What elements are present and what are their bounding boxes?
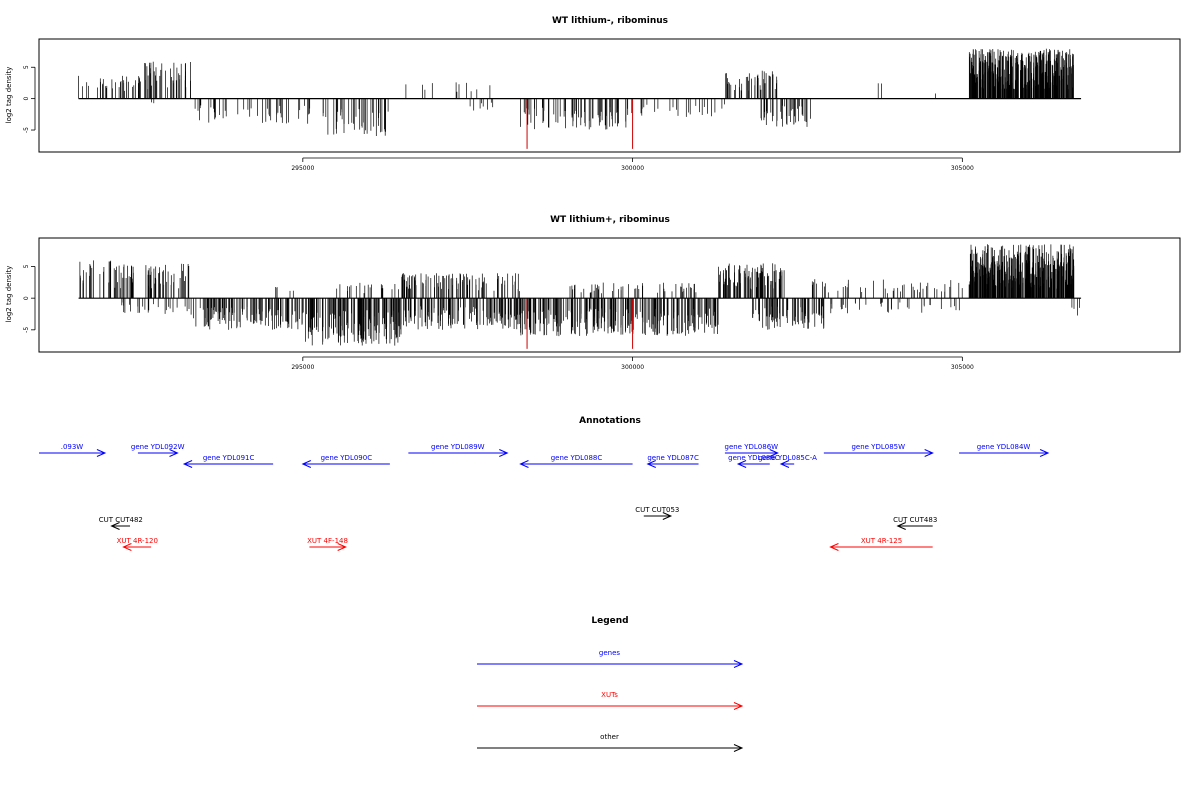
feature-label: gene YDL086C — [728, 454, 780, 462]
legend-items: genes XUTs other — [477, 649, 744, 752]
x-axis: 295000 300000 305000 — [291, 356, 974, 371]
x-tick-label: 295000 — [291, 364, 314, 371]
x-tick-label: 305000 — [951, 165, 974, 172]
y-axis: -5 0 5 — [23, 65, 36, 133]
legend: Legend genes XUTs other — [477, 616, 744, 752]
feature-arrowhead — [646, 460, 656, 468]
y-tick-label: -5 — [23, 327, 30, 333]
annotation-feature: gene YDL086C — [728, 454, 780, 468]
feature-label: CUT CUT053 — [635, 506, 679, 514]
annotation-feature: CUT CUT053 — [635, 506, 679, 520]
y-axis-label: log2 tag density — [5, 266, 13, 323]
feature-arrowhead — [519, 460, 529, 468]
feature-arrowhead — [736, 460, 747, 468]
track-panel-lithium-plus: WT lithium+, ribominus log2 tag density … — [5, 215, 1181, 371]
feature-label: XUT 4R-125 — [861, 537, 902, 545]
annotation-feature: gene YDL086W — [725, 443, 779, 457]
legend-arrowhead — [733, 702, 744, 710]
x-tick-label: 300000 — [621, 165, 644, 172]
feature-arrowhead — [1039, 449, 1050, 457]
feature-arrowhead — [662, 512, 673, 520]
feature-label: gene YDL085C-A — [758, 454, 817, 462]
signal-bars — [78, 48, 1074, 136]
annotation-feature: gene YDL087C — [646, 454, 699, 468]
feature-arrowhead — [924, 449, 934, 457]
legend-label: XUTs — [601, 691, 618, 699]
annotation-feature: CUT CUT483 — [893, 516, 937, 530]
y-tick-label: 0 — [23, 296, 30, 300]
y-tick-label: 5 — [23, 264, 30, 268]
feature-label: gene YDL091C — [203, 454, 255, 462]
legend-item: other — [477, 733, 744, 752]
feature-arrowhead — [96, 449, 107, 457]
legend-item: genes — [477, 649, 744, 668]
feature-arrowhead — [182, 460, 193, 468]
feature-arrowhead — [779, 460, 790, 468]
annotation-feature: gene YDL092W — [131, 443, 185, 457]
feature-arrowhead — [769, 449, 779, 457]
annotation-feature: CUT CUT482 — [99, 516, 143, 530]
x-tick-label: 300000 — [621, 364, 644, 371]
annotation-track: Annotations .093W gene YDL092W gene YDL091… — [39, 416, 1050, 551]
annotation-feature: .093W — [39, 443, 107, 457]
feature-label: gene YDL088C — [551, 454, 603, 462]
annotations-title: Annotations — [579, 416, 641, 426]
feature-arrowhead — [896, 522, 906, 530]
x-axis: 295000 300000 305000 — [291, 157, 974, 172]
legend-arrowhead — [733, 744, 744, 752]
feature-arrowhead — [829, 543, 839, 551]
annotation-feature: gene YDL085W — [823, 443, 934, 457]
feature-arrowhead — [169, 449, 179, 457]
annotation-feature: XUT 4R-125 — [829, 537, 933, 551]
annotation-feature: gene YDL088C — [519, 454, 633, 468]
feature-label: CUT CUT483 — [893, 516, 937, 524]
y-axis-label: log2 tag density — [5, 67, 13, 124]
feature-label: gene YDL092W — [131, 443, 185, 451]
y-tick-label: -5 — [23, 127, 30, 133]
signal-bars — [79, 244, 1080, 346]
feature-label: XUT 4R-120 — [117, 537, 158, 545]
panel-title: WT lithium+, ribominus — [550, 215, 670, 225]
feature-label: gene YDL084W — [977, 443, 1031, 451]
feature-label: gene YDL086W — [725, 443, 779, 451]
annotation-feature: gene YDL089W — [408, 443, 509, 457]
feature-label: XUT 4F-148 — [307, 537, 348, 545]
legend-title: Legend — [591, 616, 628, 626]
annotation-feature: gene YDL090C — [301, 454, 390, 468]
feature-label: gene YDL090C — [321, 454, 373, 462]
feature-label: gene YDL087C — [647, 454, 699, 462]
legend-item: XUTs — [477, 691, 744, 710]
highlight-bars — [526, 298, 634, 349]
annotation-feature: gene YDL085C-A — [758, 454, 817, 468]
annotation-feature: XUT 4R-120 — [117, 537, 158, 551]
annotation-feature: gene YDL091C — [182, 454, 274, 468]
plot-frame — [38, 237, 1181, 353]
y-tick-label: 5 — [23, 65, 30, 69]
legend-label: other — [600, 733, 619, 741]
x-tick-label: 305000 — [951, 364, 974, 371]
legend-arrowhead — [733, 660, 744, 668]
annotation-feature: gene YDL084W — [959, 443, 1050, 457]
feature-arrowhead — [301, 460, 312, 468]
feature-label: CUT CUT482 — [99, 516, 143, 524]
track-panel-lithium-minus: WT lithium-, ribominus log2 tag density … — [5, 16, 1181, 172]
annotation-items: .093W gene YDL092W gene YDL091C gene YDL090… — [39, 443, 1050, 551]
feature-arrowhead — [499, 449, 509, 457]
feature-arrowhead — [122, 543, 132, 551]
legend-label: genes — [599, 649, 620, 657]
feature-arrowhead — [110, 522, 120, 530]
feature-label: gene YDL089W — [431, 443, 485, 451]
highlight-bars — [526, 98, 634, 149]
feature-label: .093W — [61, 443, 84, 451]
plot-frame — [38, 38, 1181, 153]
panel-title: WT lithium-, ribominus — [552, 16, 668, 26]
x-tick-label: 295000 — [291, 165, 314, 172]
y-tick-label: 0 — [23, 97, 30, 101]
annotation-feature: XUT 4F-148 — [307, 537, 348, 551]
y-axis: -5 0 5 — [23, 264, 36, 333]
feature-label: gene YDL085W — [851, 443, 905, 451]
feature-arrowhead — [337, 543, 347, 551]
